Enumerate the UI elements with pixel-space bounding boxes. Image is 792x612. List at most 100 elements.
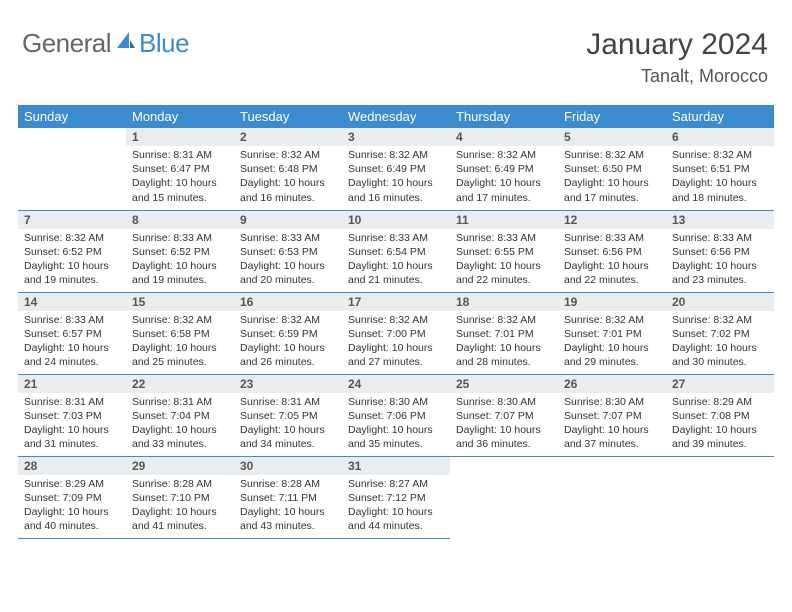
day-details: Sunrise: 8:29 AMSunset: 7:08 PMDaylight:…	[666, 393, 774, 456]
calendar-cell	[558, 456, 666, 538]
day-number: 20	[666, 293, 774, 311]
logo-sail-icon	[115, 30, 137, 57]
day-number: 18	[450, 293, 558, 311]
weekday-header: Friday	[558, 105, 666, 128]
calendar-cell: 10Sunrise: 8:33 AMSunset: 6:54 PMDayligh…	[342, 210, 450, 292]
day-number: 11	[450, 211, 558, 229]
day-number: 24	[342, 375, 450, 393]
calendar-cell: 13Sunrise: 8:33 AMSunset: 6:56 PMDayligh…	[666, 210, 774, 292]
calendar-cell: 12Sunrise: 8:33 AMSunset: 6:56 PMDayligh…	[558, 210, 666, 292]
day-number: 7	[18, 211, 126, 229]
day-details: Sunrise: 8:30 AMSunset: 7:06 PMDaylight:…	[342, 393, 450, 456]
day-details: Sunrise: 8:32 AMSunset: 6:49 PMDaylight:…	[342, 146, 450, 209]
calendar-cell	[18, 128, 126, 210]
calendar-table: SundayMondayTuesdayWednesdayThursdayFrid…	[18, 105, 774, 539]
logo: General Blue	[18, 28, 189, 59]
day-details: Sunrise: 8:33 AMSunset: 6:52 PMDaylight:…	[126, 229, 234, 292]
weekday-header: Saturday	[666, 105, 774, 128]
title-block: January 2024 Tanalt, Morocco	[586, 28, 774, 87]
calendar-cell: 2Sunrise: 8:32 AMSunset: 6:48 PMDaylight…	[234, 128, 342, 210]
day-number: 1	[126, 128, 234, 146]
calendar-cell: 21Sunrise: 8:31 AMSunset: 7:03 PMDayligh…	[18, 374, 126, 456]
calendar-cell: 19Sunrise: 8:32 AMSunset: 7:01 PMDayligh…	[558, 292, 666, 374]
day-details: Sunrise: 8:32 AMSunset: 6:49 PMDaylight:…	[450, 146, 558, 209]
weekday-header: Tuesday	[234, 105, 342, 128]
day-details: Sunrise: 8:32 AMSunset: 7:01 PMDaylight:…	[558, 311, 666, 374]
logo-text-blue: Blue	[139, 28, 189, 59]
day-number: 14	[18, 293, 126, 311]
day-number: 8	[126, 211, 234, 229]
day-details: Sunrise: 8:30 AMSunset: 7:07 PMDaylight:…	[558, 393, 666, 456]
weekday-header: Sunday	[18, 105, 126, 128]
calendar-cell: 22Sunrise: 8:31 AMSunset: 7:04 PMDayligh…	[126, 374, 234, 456]
day-number: 5	[558, 128, 666, 146]
day-details: Sunrise: 8:30 AMSunset: 7:07 PMDaylight:…	[450, 393, 558, 456]
day-number: 22	[126, 375, 234, 393]
weekday-header: Wednesday	[342, 105, 450, 128]
calendar-row: 1Sunrise: 8:31 AMSunset: 6:47 PMDaylight…	[18, 128, 774, 210]
day-number: 15	[126, 293, 234, 311]
calendar-cell: 1Sunrise: 8:31 AMSunset: 6:47 PMDaylight…	[126, 128, 234, 210]
day-details: Sunrise: 8:32 AMSunset: 7:00 PMDaylight:…	[342, 311, 450, 374]
calendar-cell	[450, 456, 558, 538]
calendar-cell: 18Sunrise: 8:32 AMSunset: 7:01 PMDayligh…	[450, 292, 558, 374]
day-number: 30	[234, 457, 342, 475]
day-number: 4	[450, 128, 558, 146]
day-details: Sunrise: 8:32 AMSunset: 6:50 PMDaylight:…	[558, 146, 666, 209]
day-number: 28	[18, 457, 126, 475]
day-number: 26	[558, 375, 666, 393]
day-details: Sunrise: 8:31 AMSunset: 7:04 PMDaylight:…	[126, 393, 234, 456]
calendar-cell: 15Sunrise: 8:32 AMSunset: 6:58 PMDayligh…	[126, 292, 234, 374]
day-details: Sunrise: 8:32 AMSunset: 6:59 PMDaylight:…	[234, 311, 342, 374]
calendar-cell: 23Sunrise: 8:31 AMSunset: 7:05 PMDayligh…	[234, 374, 342, 456]
day-details: Sunrise: 8:32 AMSunset: 6:58 PMDaylight:…	[126, 311, 234, 374]
calendar-cell: 4Sunrise: 8:32 AMSunset: 6:49 PMDaylight…	[450, 128, 558, 210]
day-details: Sunrise: 8:29 AMSunset: 7:09 PMDaylight:…	[18, 475, 126, 538]
day-details: Sunrise: 8:33 AMSunset: 6:53 PMDaylight:…	[234, 229, 342, 292]
calendar-cell: 11Sunrise: 8:33 AMSunset: 6:55 PMDayligh…	[450, 210, 558, 292]
day-details: Sunrise: 8:33 AMSunset: 6:56 PMDaylight:…	[558, 229, 666, 292]
calendar-cell: 3Sunrise: 8:32 AMSunset: 6:49 PMDaylight…	[342, 128, 450, 210]
day-number: 25	[450, 375, 558, 393]
day-number: 27	[666, 375, 774, 393]
calendar-cell: 8Sunrise: 8:33 AMSunset: 6:52 PMDaylight…	[126, 210, 234, 292]
day-details: Sunrise: 8:32 AMSunset: 6:52 PMDaylight:…	[18, 229, 126, 292]
location-text: Tanalt, Morocco	[586, 66, 768, 87]
calendar-cell: 29Sunrise: 8:28 AMSunset: 7:10 PMDayligh…	[126, 456, 234, 538]
calendar-head: SundayMondayTuesdayWednesdayThursdayFrid…	[18, 105, 774, 128]
calendar-cell: 17Sunrise: 8:32 AMSunset: 7:00 PMDayligh…	[342, 292, 450, 374]
calendar-cell: 14Sunrise: 8:33 AMSunset: 6:57 PMDayligh…	[18, 292, 126, 374]
calendar-cell	[666, 456, 774, 538]
calendar-cell: 30Sunrise: 8:28 AMSunset: 7:11 PMDayligh…	[234, 456, 342, 538]
day-number: 31	[342, 457, 450, 475]
day-details: Sunrise: 8:27 AMSunset: 7:12 PMDaylight:…	[342, 475, 450, 538]
day-number: 13	[666, 211, 774, 229]
day-number: 10	[342, 211, 450, 229]
day-details: Sunrise: 8:33 AMSunset: 6:57 PMDaylight:…	[18, 311, 126, 374]
day-number: 3	[342, 128, 450, 146]
day-number: 23	[234, 375, 342, 393]
calendar-cell: 26Sunrise: 8:30 AMSunset: 7:07 PMDayligh…	[558, 374, 666, 456]
calendar-cell: 24Sunrise: 8:30 AMSunset: 7:06 PMDayligh…	[342, 374, 450, 456]
calendar-row: 21Sunrise: 8:31 AMSunset: 7:03 PMDayligh…	[18, 374, 774, 456]
weekday-header: Thursday	[450, 105, 558, 128]
day-number: 16	[234, 293, 342, 311]
day-details: Sunrise: 8:31 AMSunset: 7:03 PMDaylight:…	[18, 393, 126, 456]
day-details: Sunrise: 8:32 AMSunset: 6:48 PMDaylight:…	[234, 146, 342, 209]
day-details: Sunrise: 8:33 AMSunset: 6:55 PMDaylight:…	[450, 229, 558, 292]
day-number: 6	[666, 128, 774, 146]
day-details: Sunrise: 8:31 AMSunset: 7:05 PMDaylight:…	[234, 393, 342, 456]
calendar-cell: 31Sunrise: 8:27 AMSunset: 7:12 PMDayligh…	[342, 456, 450, 538]
day-details: Sunrise: 8:28 AMSunset: 7:11 PMDaylight:…	[234, 475, 342, 538]
day-details: Sunrise: 8:28 AMSunset: 7:10 PMDaylight:…	[126, 475, 234, 538]
calendar-row: 14Sunrise: 8:33 AMSunset: 6:57 PMDayligh…	[18, 292, 774, 374]
page-title: January 2024	[586, 28, 768, 62]
logo-text-general: General	[22, 28, 111, 59]
day-number: 21	[18, 375, 126, 393]
calendar-cell: 20Sunrise: 8:32 AMSunset: 7:02 PMDayligh…	[666, 292, 774, 374]
day-details: Sunrise: 8:32 AMSunset: 7:02 PMDaylight:…	[666, 311, 774, 374]
day-details: Sunrise: 8:32 AMSunset: 7:01 PMDaylight:…	[450, 311, 558, 374]
calendar-cell: 27Sunrise: 8:29 AMSunset: 7:08 PMDayligh…	[666, 374, 774, 456]
calendar-cell: 28Sunrise: 8:29 AMSunset: 7:09 PMDayligh…	[18, 456, 126, 538]
day-details: Sunrise: 8:32 AMSunset: 6:51 PMDaylight:…	[666, 146, 774, 209]
